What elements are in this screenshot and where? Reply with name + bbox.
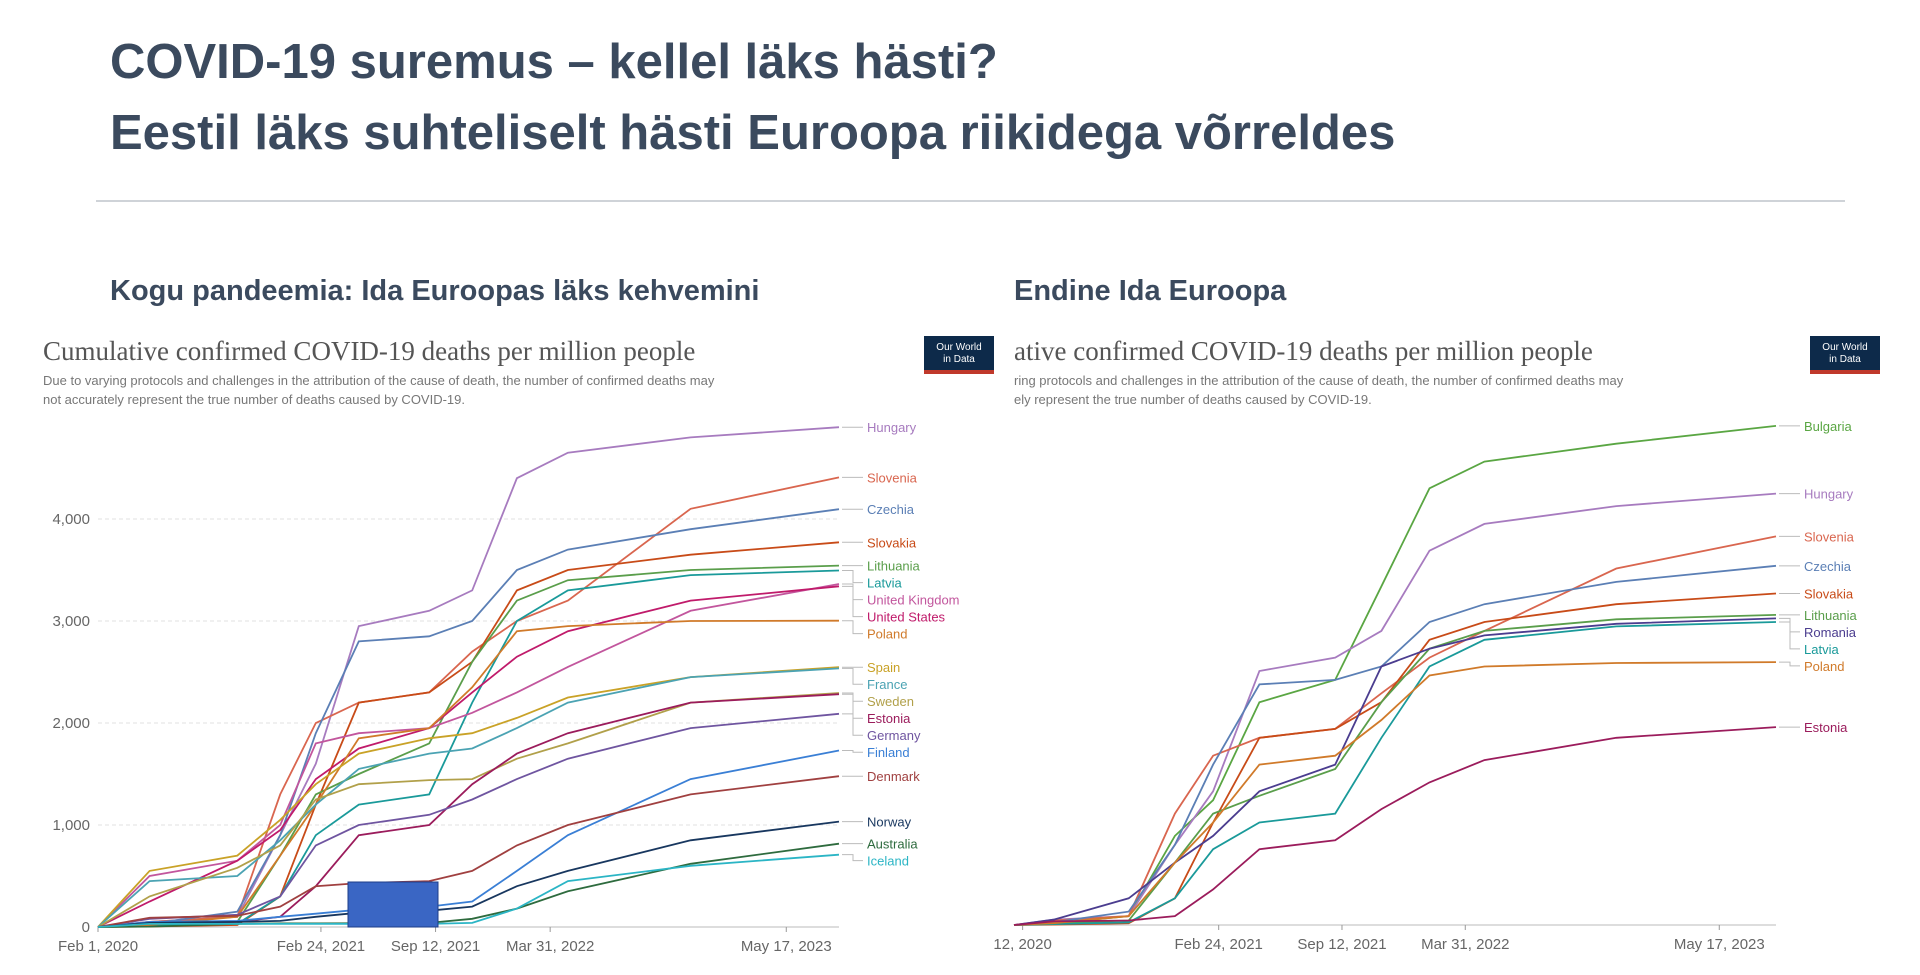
y-tick-label: 3,000 <box>52 613 90 630</box>
legend-label: Slovakia <box>867 535 917 550</box>
chart-title: ative confirmed COVID-19 deaths per mill… <box>1014 336 1593 366</box>
legend-label: Hungary <box>867 420 917 435</box>
series-line <box>97 692 840 928</box>
legend-label: Bulgaria <box>1804 419 1852 434</box>
x-tick-label: Sep 12, 2021 <box>1297 936 1386 953</box>
panel-title: Kogu pandeemia: Ida Euroopas läks kehvem… <box>110 275 759 307</box>
label-connector <box>842 713 863 736</box>
x-tick-label: Mar 31, 2022 <box>506 938 594 955</box>
chart-note: not accurately represent the true number… <box>43 392 465 407</box>
legend-label: Estonia <box>1804 720 1848 735</box>
label-connector <box>842 854 863 862</box>
series-line <box>1013 592 1777 926</box>
x-tick-label: May 17, 2023 <box>1674 936 1765 953</box>
series-line <box>1013 661 1777 926</box>
legend-label: Czechia <box>867 502 915 517</box>
legend-label: Estonia <box>867 711 911 726</box>
label-connector <box>842 570 863 584</box>
legend-label: Slovenia <box>1804 529 1855 544</box>
series-line <box>1013 726 1777 926</box>
series-line <box>97 508 840 928</box>
series-line <box>97 585 840 928</box>
slide-title: COVID-19 suremus – kellel läks hästi? <box>110 35 998 89</box>
legend-label: Sweden <box>867 694 914 709</box>
x-tick-label: Mar 31, 2022 <box>1421 936 1509 953</box>
chart-note: ely represent the true number of deaths … <box>1014 392 1372 407</box>
series-line <box>97 693 840 928</box>
label-connector <box>1779 661 1800 667</box>
series-line <box>97 667 840 928</box>
y-tick-label: 4,000 <box>52 511 90 528</box>
legend-label: Latvia <box>1804 642 1839 657</box>
series-line <box>97 583 840 928</box>
legend-label: United States <box>867 610 946 625</box>
y-tick-label: 2,000 <box>52 715 90 732</box>
series-line <box>97 666 840 928</box>
legend-label: Romania <box>1804 625 1857 640</box>
logo-text: in Data <box>1829 354 1861 365</box>
legend-label: Poland <box>1804 659 1844 674</box>
series-line <box>97 564 840 928</box>
legend-label: Slovenia <box>867 470 918 485</box>
label-connector <box>842 667 863 685</box>
series-line <box>1013 621 1777 926</box>
label-connector <box>842 620 863 635</box>
overlay-box <box>347 881 439 928</box>
chart-note: Due to varying protocols and challenges … <box>43 373 715 388</box>
logo-text: Our World <box>1822 342 1867 353</box>
legend-label: Lithuania <box>1804 608 1858 623</box>
slide-title: Eestil läks suhteliselt hästi Euroopa ri… <box>110 106 1395 160</box>
legend-label: Poland <box>867 627 907 642</box>
logo-bar <box>924 370 994 374</box>
logo-box <box>1810 336 1880 374</box>
logo-box <box>924 336 994 374</box>
x-tick-label: Feb 24, 2021 <box>1174 936 1262 953</box>
series-line <box>97 842 840 928</box>
label-connector <box>842 585 863 618</box>
y-tick-label: 1,000 <box>52 817 90 834</box>
series-line <box>97 541 840 928</box>
series-line <box>1013 617 1777 926</box>
label-connector <box>1779 621 1800 650</box>
legend-label: Finland <box>867 745 910 760</box>
legend-label: Iceland <box>867 854 909 869</box>
series-line <box>97 426 840 928</box>
series-line <box>97 749 840 928</box>
chart-title: Cumulative confirmed COVID-19 deaths per… <box>43 336 695 366</box>
legend-label: United Kingdom <box>867 593 960 608</box>
panel-title: Endine Ida Euroopa <box>1014 275 1287 307</box>
legend-label: Denmark <box>867 769 920 784</box>
x-tick-label: 12, 2020 <box>993 936 1051 953</box>
x-tick-label: Feb 1, 2020 <box>58 938 138 955</box>
chart-note: ring protocols and challenges in the att… <box>1014 373 1624 388</box>
legend-label: Hungary <box>1804 487 1854 502</box>
legend-label: Norway <box>867 815 912 830</box>
series-line <box>97 775 840 928</box>
legend-label: Slovakia <box>1804 586 1854 601</box>
logo-bar <box>1810 370 1880 374</box>
series-line <box>1013 564 1777 926</box>
y-tick-label: 0 <box>82 919 90 936</box>
legend-label: Australia <box>867 837 918 852</box>
x-tick-label: Sep 12, 2021 <box>391 938 480 955</box>
legend-label: Latvia <box>867 576 902 591</box>
logo-text: Our World <box>936 342 981 353</box>
legend-label: Lithuania <box>867 559 921 574</box>
series-line <box>1013 535 1777 926</box>
series-line <box>1013 425 1777 926</box>
legend-label: Spain <box>867 660 900 675</box>
label-connector <box>842 693 863 719</box>
series-line <box>97 619 840 928</box>
x-tick-label: Feb 24, 2021 <box>277 938 365 955</box>
series-line <box>97 712 840 928</box>
logo-text: in Data <box>943 354 975 365</box>
legend-label: Czechia <box>1804 559 1852 574</box>
legend-label: Germany <box>867 728 921 743</box>
label-connector <box>842 750 863 753</box>
x-tick-label: May 17, 2023 <box>741 938 832 955</box>
legend-label: France <box>867 677 907 692</box>
